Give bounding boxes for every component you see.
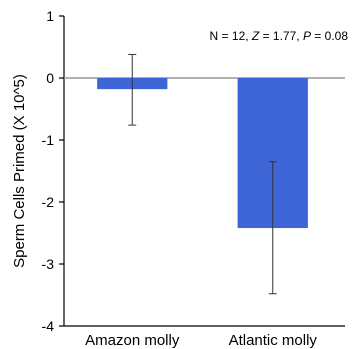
- bars: [97, 78, 308, 229]
- stats-prefix: N = 12,: [210, 29, 252, 43]
- y-axis-title: Sperm Cells Primed (X 10^5): [11, 74, 28, 268]
- y-tick-label: -4: [42, 318, 55, 334]
- y-tick-label: 1: [46, 8, 54, 24]
- stats-annotation: N = 12, Z = 1.77, P = 0.08: [210, 29, 349, 43]
- plot-area: 1 0 -1 -2 -3 -4 Amazon molly Atlantic molly: [42, 8, 345, 349]
- category-labels: Amazon molly Atlantic molly: [85, 332, 317, 349]
- y-tick-label: 0: [46, 70, 54, 86]
- category-label: Atlantic molly: [229, 332, 318, 349]
- category-label: Amazon molly: [85, 332, 180, 349]
- stats-z-label: Z: [251, 29, 260, 43]
- y-tick-label: -1: [42, 132, 55, 148]
- y-tick-label: -2: [42, 194, 55, 210]
- error-bars: [128, 53, 277, 295]
- y-ticks: 1 0 -1 -2 -3 -4: [42, 8, 64, 334]
- y-tick-label: -3: [42, 256, 55, 272]
- stats-p-value: = 0.08: [311, 29, 348, 43]
- stats-p-label: P: [303, 29, 311, 43]
- stats-z-value: = 1.77,: [259, 29, 303, 43]
